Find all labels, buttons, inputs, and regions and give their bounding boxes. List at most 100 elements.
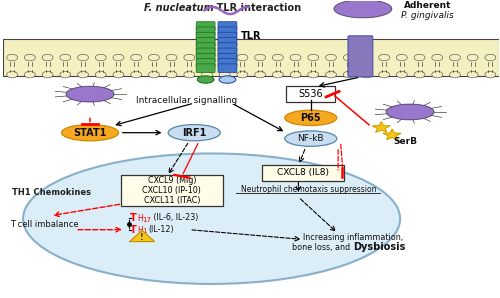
Circle shape [378,54,390,61]
Text: P. gingivalis: P. gingivalis [401,11,454,20]
Circle shape [24,71,36,78]
Text: F. nucleatum: F. nucleatum [144,3,214,13]
Text: Adherent: Adherent [404,1,451,10]
Ellipse shape [197,76,214,83]
FancyBboxPatch shape [218,53,237,62]
Circle shape [485,54,496,61]
Circle shape [148,71,160,78]
FancyBboxPatch shape [196,38,215,46]
Circle shape [237,71,248,78]
Circle shape [414,54,425,61]
Text: SerB: SerB [393,137,417,146]
Circle shape [378,71,390,78]
Circle shape [254,71,266,78]
Circle shape [184,54,194,61]
FancyBboxPatch shape [218,38,237,46]
Circle shape [432,71,442,78]
Text: H: H [138,226,143,235]
Text: S536: S536 [298,89,323,99]
Text: T: T [130,213,136,223]
FancyBboxPatch shape [218,27,237,35]
Circle shape [343,54,354,61]
Circle shape [219,71,230,78]
Circle shape [396,71,407,78]
Circle shape [113,54,124,61]
FancyBboxPatch shape [196,48,215,57]
FancyBboxPatch shape [286,86,335,102]
Circle shape [485,71,496,78]
Text: -TLR interaction: -TLR interaction [214,3,301,13]
FancyBboxPatch shape [196,32,215,41]
Text: 1: 1 [142,229,147,235]
Circle shape [326,54,336,61]
Text: Intracellular signalling: Intracellular signalling [136,96,238,105]
Circle shape [60,54,71,61]
Circle shape [272,54,283,61]
Text: TLR: TLR [242,31,262,41]
Text: P65: P65 [300,113,321,123]
Circle shape [60,71,71,78]
FancyBboxPatch shape [218,48,237,57]
Text: IRF1: IRF1 [182,128,206,138]
FancyBboxPatch shape [196,64,215,72]
Ellipse shape [285,131,337,146]
Text: bone loss, and: bone loss, and [292,243,353,252]
Text: (IL-12): (IL-12) [148,225,174,234]
Polygon shape [334,0,392,18]
FancyBboxPatch shape [196,59,215,67]
Circle shape [96,71,106,78]
Polygon shape [386,104,434,119]
Circle shape [290,54,301,61]
Circle shape [78,54,88,61]
Ellipse shape [23,153,400,284]
Polygon shape [383,129,401,140]
Circle shape [272,71,283,78]
FancyBboxPatch shape [348,36,373,77]
Circle shape [96,54,106,61]
Circle shape [361,54,372,61]
Circle shape [361,71,372,78]
Text: H: H [138,214,143,223]
Circle shape [467,54,478,61]
Circle shape [78,71,88,78]
FancyBboxPatch shape [196,53,215,62]
Circle shape [166,71,177,78]
Circle shape [450,54,460,61]
FancyBboxPatch shape [218,43,237,51]
Ellipse shape [285,110,337,125]
Circle shape [130,54,141,61]
Text: Neutrophil chemotaxis suppression: Neutrophil chemotaxis suppression [240,185,376,194]
Circle shape [113,71,124,78]
Circle shape [6,54,18,61]
FancyBboxPatch shape [196,43,215,51]
FancyBboxPatch shape [218,22,237,30]
Text: Dysbiosis: Dysbiosis [353,243,406,252]
Circle shape [396,54,407,61]
FancyBboxPatch shape [196,27,215,35]
Ellipse shape [219,76,236,83]
Circle shape [326,71,336,78]
Circle shape [42,54,53,61]
FancyBboxPatch shape [218,64,237,72]
Circle shape [202,54,212,61]
Text: (IL-6, IL-23): (IL-6, IL-23) [150,213,198,222]
Text: Increasing inflammation,: Increasing inflammation, [303,234,403,243]
Circle shape [148,54,160,61]
Circle shape [130,71,141,78]
Circle shape [219,54,230,61]
Text: STAT1: STAT1 [74,128,106,138]
FancyBboxPatch shape [196,22,215,30]
FancyBboxPatch shape [121,175,222,206]
Circle shape [290,71,301,78]
Text: T cell imbalance: T cell imbalance [10,220,78,229]
Circle shape [237,54,248,61]
Ellipse shape [62,125,118,141]
FancyBboxPatch shape [218,32,237,41]
Polygon shape [66,86,114,102]
Text: 17: 17 [142,217,152,223]
Text: T: T [130,225,136,235]
FancyBboxPatch shape [262,164,344,181]
Circle shape [450,71,460,78]
FancyBboxPatch shape [3,39,500,76]
Circle shape [202,71,212,78]
